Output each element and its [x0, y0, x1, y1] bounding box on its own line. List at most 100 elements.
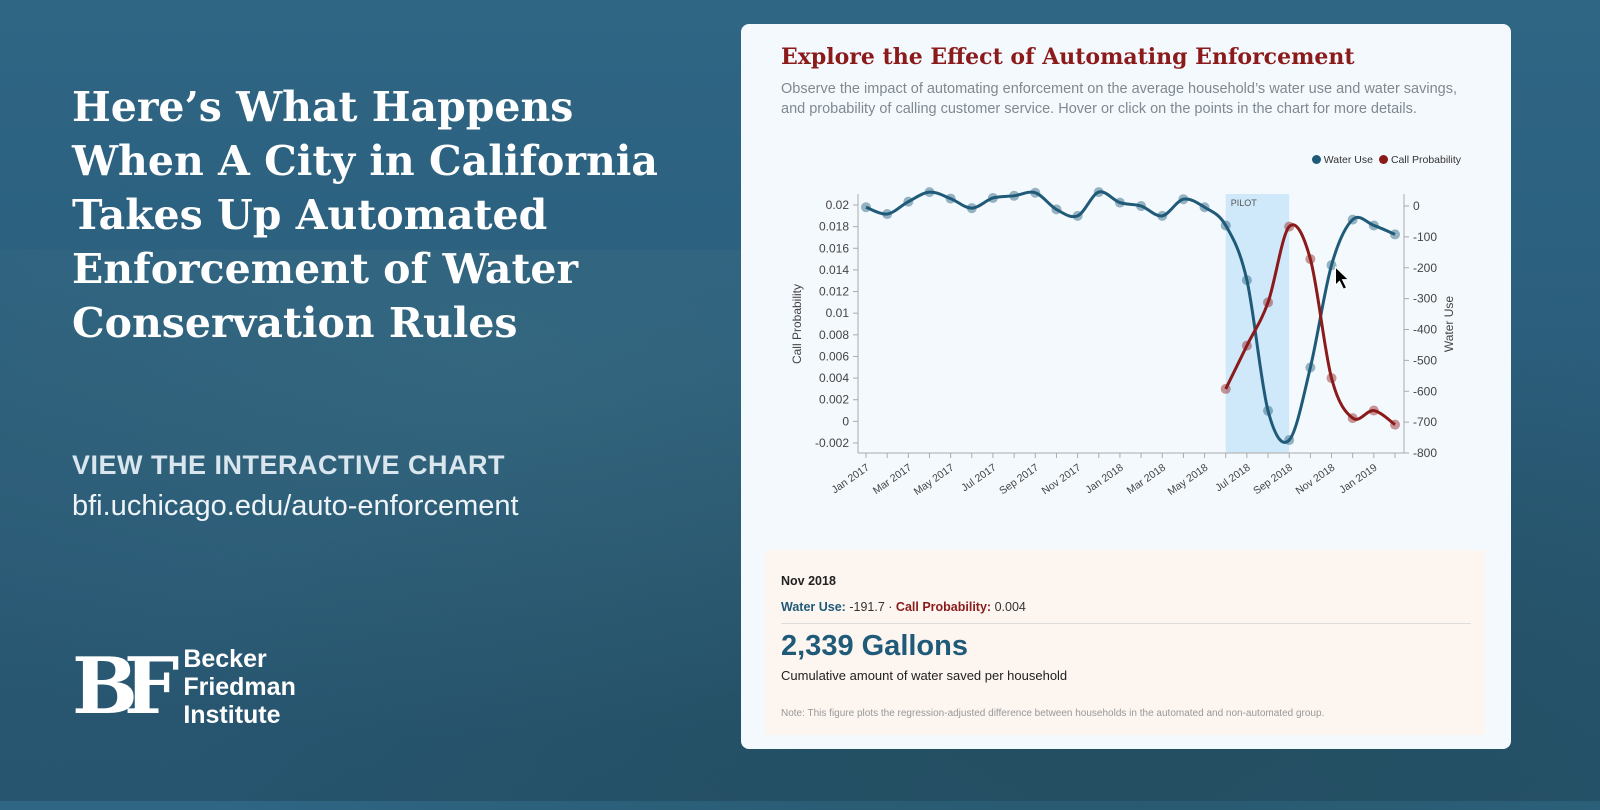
water-point[interactable] — [945, 193, 956, 204]
headline: Here’s What Happens When A City in Calif… — [72, 83, 658, 347]
call-label: Call Probability: — [895, 600, 992, 614]
water-point[interactable] — [1009, 190, 1020, 201]
water-point[interactable] — [966, 203, 977, 214]
water-point[interactable] — [1157, 210, 1168, 221]
card-description: Observe the impact of automating enforce… — [781, 81, 1457, 117]
right-tick-label: -600 — [1413, 384, 1437, 398]
left-tick-label: 0.002 — [819, 393, 849, 407]
call-value: 0.004 — [994, 600, 1026, 614]
water-point[interactable] — [1072, 210, 1083, 221]
gallons-saved: 2,339 Gallons — [781, 630, 968, 662]
x-tick-label: May 2017 — [912, 462, 957, 498]
water-point[interactable] — [882, 209, 893, 220]
x-tick-label: Jul 2018 — [1213, 462, 1253, 495]
water-point[interactable] — [1093, 187, 1104, 198]
chart-card: Explore the Effect of Automating Enforce… — [741, 24, 1511, 749]
water-point[interactable] — [1114, 197, 1125, 208]
card-title: Explore the Effect of Automating Enforce… — [781, 44, 1355, 70]
left-tick-label: -0.002 — [815, 436, 849, 450]
detail-month: Nov 2018 — [781, 574, 836, 588]
call-point[interactable] — [1347, 413, 1358, 424]
x-tick-label: Sep 2018 — [1251, 462, 1295, 498]
divider — [781, 623, 1471, 624]
left-axis-title: Call Probability — [790, 284, 804, 364]
water-point[interactable] — [987, 192, 998, 203]
water-point[interactable] — [1199, 202, 1210, 213]
water-point[interactable] — [1220, 220, 1231, 231]
right-tick-label: -400 — [1413, 323, 1437, 337]
x-tick-label: May 2018 — [1166, 462, 1211, 498]
logo-line-3: Institute — [183, 701, 281, 729]
water-point[interactable] — [1284, 435, 1295, 446]
right-tick-label: -300 — [1413, 292, 1437, 306]
water-point[interactable] — [903, 196, 914, 207]
chart-note: Note: This figure plots the regression-a… — [781, 708, 1325, 719]
left-tick-label: 0 — [842, 414, 849, 428]
water-point[interactable] — [1051, 204, 1062, 215]
x-tick-label: Sep 2017 — [997, 462, 1041, 498]
x-tick-label: Jan 2019 — [1337, 462, 1379, 497]
water-point[interactable] — [1305, 362, 1316, 373]
cursor-icon — [1335, 266, 1350, 290]
call-point[interactable] — [1390, 419, 1400, 430]
water-point[interactable] — [924, 187, 935, 198]
call-point[interactable] — [1326, 373, 1337, 384]
right-tick-label: -700 — [1413, 415, 1437, 429]
gallons-caption: Cumulative amount of water saved per hou… — [781, 668, 1068, 683]
left-tick-label: 0.01 — [826, 306, 850, 320]
logo-line-1: Becker — [183, 645, 267, 673]
chart-url[interactable]: bfi.uchicago.edu/auto-enforcement — [72, 490, 519, 522]
call-point[interactable] — [1284, 221, 1295, 232]
left-tick-label: 0.004 — [819, 371, 849, 385]
call-point[interactable] — [1368, 405, 1379, 416]
water-value: -191.7 — [849, 600, 885, 614]
detail-panel: Nov 2018 Water Use: -191.7 · Call Probab… — [765, 550, 1485, 735]
logo-mark: BF — [72, 641, 179, 732]
water-point[interactable] — [1326, 260, 1337, 271]
x-tick-label: Nov 2017 — [1040, 462, 1084, 498]
call-point[interactable] — [1241, 340, 1252, 351]
call-line — [1224, 223, 1396, 426]
legend: Water Use Call Probability — [1311, 154, 1461, 166]
x-tick-label: Jan 2017 — [829, 462, 871, 497]
x-tick-label: Jan 2018 — [1083, 462, 1125, 497]
water-point[interactable] — [1263, 405, 1274, 416]
water-point[interactable] — [1390, 229, 1400, 240]
right-tick-label: -200 — [1413, 261, 1437, 275]
x-tick-label: Jul 2017 — [959, 462, 999, 495]
left-tick-label: 0.006 — [819, 349, 849, 363]
water-point[interactable] — [861, 202, 871, 213]
left-tick-label: 0.014 — [819, 263, 849, 277]
water-point[interactable] — [1136, 201, 1147, 211]
left-tick-label: 0.016 — [819, 241, 849, 255]
water-label: Water Use: — [781, 600, 846, 614]
x-tick-label: Mar 2017 — [871, 462, 914, 497]
detail-values: Water Use: -191.7 · Call Probability: 0.… — [781, 600, 1026, 614]
x-tick-label: Mar 2018 — [1125, 462, 1168, 497]
water-point[interactable] — [1178, 194, 1189, 205]
chart: PILOT 0.02 0.018 0.016 0.014 0.012 0.01 0.008 0.… — [790, 187, 1456, 498]
logo-line-2: Friedman — [183, 673, 296, 701]
x-tick-label: Nov 2018 — [1294, 462, 1338, 498]
call-point[interactable] — [1305, 254, 1316, 265]
right-tick-label: -800 — [1413, 446, 1437, 460]
call-point[interactable] — [1263, 297, 1274, 308]
right-tick-label: -500 — [1413, 353, 1437, 367]
right-tick-label: -100 — [1413, 230, 1437, 244]
right-tick-label: 0 — [1413, 199, 1420, 213]
call-point[interactable] — [1220, 383, 1231, 394]
left-tick-label: 0.012 — [819, 285, 849, 299]
legend-call[interactable]: Call Probability — [1378, 154, 1461, 166]
water-point[interactable] — [1368, 220, 1379, 231]
left-tick-label: 0.008 — [819, 328, 849, 342]
water-point[interactable] — [1241, 275, 1252, 286]
water-point[interactable] — [1030, 187, 1041, 198]
water-line — [865, 190, 1396, 444]
left-tick-label: 0.02 — [826, 198, 850, 212]
pilot-label: PILOT — [1231, 198, 1258, 208]
left-tick-label: 0.018 — [819, 220, 849, 234]
water-point[interactable] — [1347, 214, 1358, 225]
legend-water[interactable]: Water Use — [1311, 154, 1373, 166]
cta-text: VIEW THE INTERACTIVE CHART — [72, 450, 506, 480]
bfi-logo: BF Becker Friedman Institute — [72, 645, 296, 729]
